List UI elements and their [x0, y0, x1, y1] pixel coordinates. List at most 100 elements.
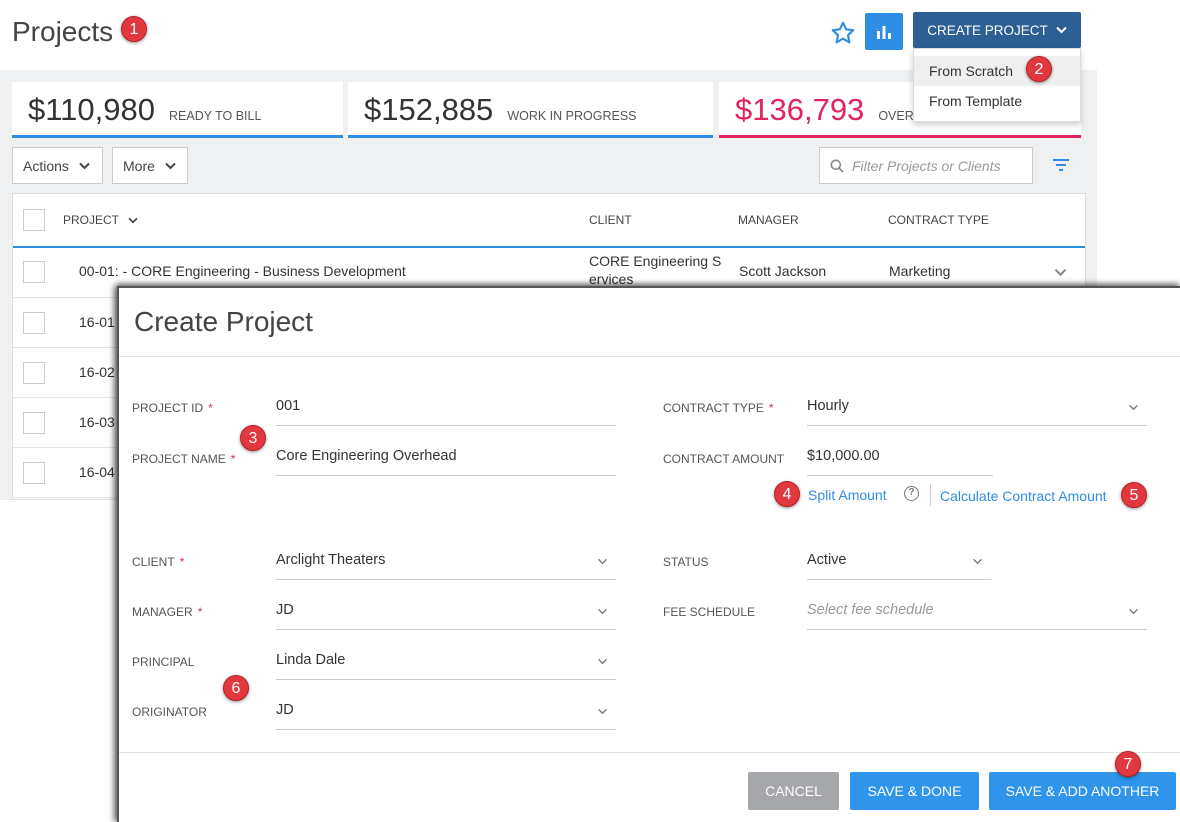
- cancel-button[interactable]: CANCEL: [748, 772, 839, 810]
- filter-placeholder: Filter Projects or Clients: [852, 157, 1001, 174]
- filter-button[interactable]: [1052, 157, 1070, 178]
- contract-type-cell: Marketing: [889, 263, 951, 279]
- select-value: Hourly: [807, 398, 849, 414]
- callout-badge-7: 7: [1115, 751, 1141, 777]
- table-header: PROJECT CLIENT MANAGER CONTRACT TYPE: [13, 194, 1085, 248]
- required-marker: *: [230, 452, 236, 466]
- menu-item-from-scratch[interactable]: From Scratch: [914, 56, 1080, 86]
- fee-schedule-select[interactable]: Select fee schedule: [807, 592, 1147, 630]
- select-value: JD: [276, 602, 294, 618]
- modal-footer-divider: [119, 752, 1180, 753]
- kpi-value: $136,793: [735, 92, 865, 127]
- project-cell: 16-04: [79, 464, 115, 480]
- callout-badge-5: 5: [1121, 482, 1147, 508]
- kpi-ready-to-bill[interactable]: $110,980 READY TO BILL: [12, 82, 343, 138]
- required-marker: *: [197, 605, 203, 619]
- project-id-input[interactable]: 001: [276, 388, 616, 426]
- row-checkbox[interactable]: [23, 362, 45, 384]
- save-done-button[interactable]: SAVE & DONE: [850, 772, 979, 810]
- project-cell: 00-01: - CORE Engineering - Business Dev…: [79, 263, 406, 279]
- row-checkbox[interactable]: [23, 462, 45, 484]
- label-text: CLIENT: [132, 555, 175, 569]
- client-select[interactable]: Arclight Theaters: [276, 542, 616, 580]
- project-id-label: PROJECT ID *: [132, 401, 213, 415]
- project-cell: 16-03: [79, 414, 115, 430]
- chevron-down-icon: [973, 558, 982, 565]
- select-value: JD: [276, 702, 294, 718]
- project-cell: 16-02: [79, 364, 115, 380]
- label-text: MANAGER: [132, 605, 193, 619]
- select-all-checkbox[interactable]: [23, 209, 45, 231]
- manager-cell: Scott Jackson: [739, 263, 827, 279]
- originator-label: ORIGINATOR: [132, 705, 207, 719]
- label-text: PROJECT ID: [132, 401, 204, 415]
- column-header-manager[interactable]: MANAGER: [738, 213, 799, 227]
- callout-badge-2: 2: [1026, 56, 1052, 82]
- actions-button[interactable]: Actions: [12, 147, 103, 184]
- principal-select[interactable]: Linda Dale: [276, 642, 616, 680]
- search-icon: [830, 159, 844, 173]
- originator-select[interactable]: JD: [276, 692, 616, 730]
- sort-chevron-icon: [128, 218, 138, 224]
- principal-label: PRINCIPAL: [132, 655, 195, 669]
- more-button[interactable]: More: [112, 147, 188, 184]
- contract-amount-label: CONTRACT AMOUNT: [663, 452, 785, 466]
- contract-amount-input[interactable]: $10,000.00: [807, 438, 993, 476]
- required-marker: *: [768, 401, 774, 415]
- chevron-down-icon: [79, 162, 90, 169]
- chevron-down-icon: [165, 162, 176, 169]
- actions-label: Actions: [23, 157, 69, 174]
- link-separator: [930, 484, 931, 506]
- project-name-input[interactable]: Core Engineering Overhead: [276, 438, 616, 476]
- create-project-menu: From Scratch From Template: [913, 48, 1081, 122]
- create-project-button[interactable]: CREATE PROJECT: [913, 12, 1081, 48]
- row-checkbox[interactable]: [23, 412, 45, 434]
- filter-icon: [1053, 159, 1069, 171]
- select-value: Arclight Theaters: [276, 552, 386, 568]
- save-add-another-button[interactable]: SAVE & ADD ANOTHER: [989, 772, 1176, 810]
- star-icon: [831, 21, 855, 44]
- contract-type-select[interactable]: Hourly: [807, 388, 1147, 426]
- chevron-down-icon: [598, 658, 607, 665]
- chevron-down-icon: [598, 608, 607, 615]
- create-project-modal: Create Project PROJECT ID * 001 3 PROJECT…: [117, 286, 1180, 822]
- reports-button[interactable]: [865, 13, 903, 50]
- favorite-button[interactable]: [826, 16, 860, 50]
- column-header-contract-type[interactable]: CONTRACT TYPE: [888, 213, 989, 227]
- row-checkbox[interactable]: [23, 312, 45, 334]
- label-text: CONTRACT TYPE: [663, 401, 764, 415]
- required-marker: *: [208, 401, 213, 415]
- kpi-work-in-progress[interactable]: $152,885 WORK IN PROGRESS: [348, 82, 713, 138]
- callout-badge-4: 4: [774, 481, 800, 507]
- chevron-down-icon: [1129, 404, 1138, 411]
- split-amount-link[interactable]: Split Amount: [808, 487, 887, 503]
- kpi-value: $110,980: [28, 92, 155, 127]
- label-text: PROJECT NAME: [132, 452, 226, 466]
- expand-row-icon[interactable]: [1054, 268, 1067, 277]
- calculate-contract-amount-link[interactable]: Calculate Contract Amount: [940, 488, 1107, 504]
- required-marker: *: [179, 555, 185, 569]
- manager-label: MANAGER *: [132, 605, 202, 619]
- menu-item-from-template[interactable]: From Template: [929, 93, 1023, 109]
- help-icon[interactable]: ?: [904, 486, 919, 501]
- select-value: Linda Dale: [276, 652, 346, 668]
- callout-badge-6: 6: [223, 675, 249, 701]
- client-cell: CORE Engineering Services: [589, 253, 722, 287]
- client-label: CLIENT *: [132, 555, 184, 569]
- chevron-down-icon: [1056, 26, 1067, 34]
- kpi-label: WORK IN PROGRESS: [507, 109, 637, 123]
- callout-badge-1: 1: [121, 16, 147, 42]
- select-placeholder: Select fee schedule: [807, 602, 934, 618]
- row-checkbox[interactable]: [23, 261, 45, 283]
- project-cell: 16-01: [79, 314, 115, 330]
- contract-type-label: CONTRACT TYPE *: [663, 401, 774, 415]
- modal-title: Create Project: [134, 306, 313, 337]
- column-header-project[interactable]: PROJECT: [63, 213, 138, 227]
- manager-select[interactable]: JD: [276, 592, 616, 630]
- status-select[interactable]: Active: [807, 542, 991, 580]
- filter-input[interactable]: Filter Projects or Clients: [819, 147, 1033, 184]
- modal-header-divider: [119, 356, 1180, 357]
- column-label: PROJECT: [63, 213, 119, 227]
- chevron-down-icon: [598, 708, 607, 715]
- column-header-client[interactable]: CLIENT: [589, 213, 632, 227]
